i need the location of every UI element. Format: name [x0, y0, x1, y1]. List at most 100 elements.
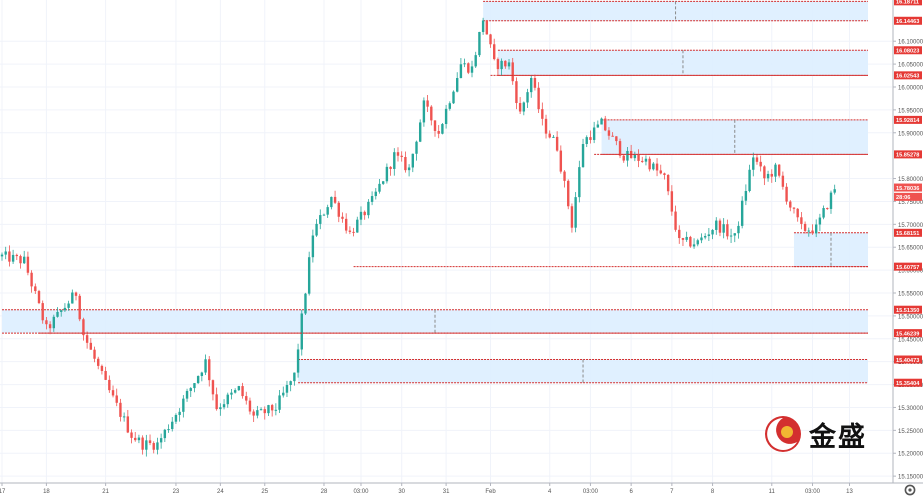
candle-body — [267, 405, 270, 414]
candle-body — [237, 386, 241, 391]
price-tag — [894, 183, 922, 192]
candle-body — [422, 100, 426, 123]
candle-body — [777, 164, 781, 176]
candle-body — [648, 158, 651, 170]
candle-body — [4, 251, 7, 255]
price-tag-text: 15.51350 — [896, 308, 919, 314]
candle-body — [63, 307, 67, 311]
candle-body — [245, 396, 248, 401]
candle-body — [770, 173, 773, 177]
candle-body — [171, 421, 174, 430]
candle-body — [167, 429, 170, 431]
candle-body — [785, 186, 788, 202]
candle-body — [622, 155, 625, 161]
candle-body — [178, 411, 181, 415]
candle-body — [659, 170, 662, 174]
candle-body — [559, 150, 563, 172]
candle-body — [615, 136, 618, 142]
y-tick-label: 15.60000 — [898, 269, 923, 275]
candle-body — [633, 154, 637, 159]
level-lines — [39, 74, 868, 334]
candle-body — [829, 192, 833, 209]
candle-body — [700, 237, 703, 241]
candle-body — [526, 92, 529, 103]
candle-body — [300, 313, 303, 350]
candle-body — [515, 81, 518, 104]
price-tag — [894, 378, 922, 387]
candle-body — [370, 196, 374, 202]
candle-body — [796, 208, 799, 218]
candle-body — [418, 122, 422, 142]
candle-body — [385, 166, 389, 182]
candle-body — [807, 230, 810, 232]
candle-body — [182, 398, 185, 412]
candle-body — [493, 44, 496, 60]
x-tick-label: 18 — [43, 489, 50, 495]
candle-body — [811, 230, 814, 234]
candle-body — [733, 233, 736, 236]
candle-body — [326, 207, 329, 215]
candle-body — [315, 223, 318, 236]
candle-body — [581, 144, 585, 168]
candle-body — [141, 437, 144, 450]
price-tag — [894, 192, 922, 201]
candle-body — [289, 381, 292, 385]
candle-body — [600, 118, 603, 125]
candle-body — [470, 66, 474, 73]
x-tick-label: 13 — [846, 489, 853, 495]
candle-body — [115, 395, 118, 403]
price-tag — [894, 71, 922, 80]
candle-body — [692, 244, 696, 247]
price-tag — [894, 115, 922, 124]
zone-boxes — [2, 0, 869, 384]
y-tick-label: 15.75000 — [898, 200, 923, 206]
settings-gear-icon[interactable] — [903, 483, 917, 497]
candle-body — [148, 440, 152, 444]
candle-body — [211, 380, 215, 395]
price-tag-text: 15.35404 — [896, 381, 920, 387]
candle-body — [307, 257, 311, 294]
x-tick-label: 03:00 — [353, 489, 369, 495]
candle-body — [766, 173, 770, 179]
candle-body — [111, 390, 115, 396]
candle-body — [97, 358, 100, 366]
candle-body — [356, 219, 359, 233]
x-tick-label: 03:00 — [583, 489, 599, 495]
candle-body — [822, 208, 825, 218]
candle-body — [359, 211, 363, 220]
candles — [0, 17, 836, 457]
candle-body — [681, 238, 685, 240]
x-tick-label: 25 — [261, 489, 268, 495]
y-tick-label: 15.50000 — [898, 314, 923, 320]
candle-body — [285, 384, 289, 393]
candle-body — [248, 400, 252, 412]
y-tick-label: 16.05000 — [898, 63, 923, 69]
candle-body — [444, 108, 448, 125]
candle-body — [226, 394, 229, 405]
y-tick-label: 15.80000 — [898, 177, 923, 183]
candle-body — [60, 310, 63, 312]
y-tick-label: 15.15000 — [898, 475, 923, 481]
candle-body — [740, 200, 744, 226]
price-tag-text: 16.18711 — [896, 0, 919, 6]
price-tag-text: 15.60757 — [896, 265, 919, 271]
price-tag-text: 15.68151 — [896, 231, 919, 237]
candle-body — [759, 161, 762, 167]
price-tag — [894, 355, 922, 364]
price-tag-text: 16.08023 — [896, 49, 919, 55]
candle-body — [578, 167, 581, 198]
zone-box — [483, 1, 868, 21]
candle-body — [618, 141, 622, 156]
candle-body — [185, 390, 189, 399]
price-tag — [894, 46, 922, 55]
price-tag-text: 15.40473 — [896, 358, 919, 364]
candle-body — [803, 223, 807, 231]
candle-body — [130, 432, 133, 438]
price-tag-text: 28:06 — [896, 195, 910, 201]
candle-body — [137, 437, 141, 441]
candle-body — [441, 124, 444, 134]
x-tick-label: 11 — [769, 489, 776, 495]
candle-body — [241, 386, 244, 397]
